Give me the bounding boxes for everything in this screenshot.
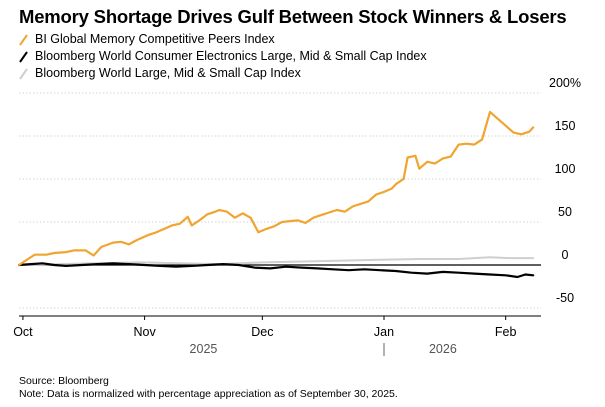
consumer-electronics-line [17,262,535,279]
data-note: Note: Data is normalized with percentage… [19,388,398,400]
chart-title: Memory Shortage Drives Gulf Between Stoc… [19,6,567,27]
legend-item-world-index: Bloomberg World Large, Mid & Small Cap I… [19,65,427,82]
y-tick-label: 100 [555,162,576,176]
y-tick-label: 150 [555,119,576,133]
legend-swatch-memory-peers [19,33,29,47]
y-tick-label: 50 [558,205,572,219]
x-tick-label: Oct [13,325,33,339]
legend-item-memory-peers: BI Global Memory Competitive Peers Index [19,31,427,48]
y-tick-label: 200% [549,76,581,90]
legend-item-consumer-electronics: Bloomberg World Consumer Electronics Lar… [19,48,427,65]
legend-label-consumer-electronics: Bloomberg World Consumer Electronics Lar… [35,49,427,63]
y-tick-label: 0 [562,248,569,262]
source-note: Source: Bloomberg [19,375,109,387]
x-tick-label: Jan [374,325,394,339]
y-tick-label: -50 [556,291,574,305]
chart-footer: Source: Bloomberg Note: Data is normaliz… [19,375,398,401]
legend-label-memory-peers: BI Global Memory Competitive Peers Index [35,32,275,46]
x-tick-label: Nov [133,325,156,339]
legend-label-world-index: Bloomberg World Large, Mid & Small Cap I… [35,66,301,80]
year-label: 2026 [429,342,457,356]
x-tick-label: Dec [251,325,273,339]
x-tick-label: Feb [495,325,517,339]
legend-swatch-world-index [19,67,29,81]
year-label: 2025 [190,342,218,356]
chart-legend: BI Global Memory Competitive Peers Index… [19,31,427,82]
memory-peers-line [17,110,535,267]
legend-swatch-consumer-electronics [19,50,29,64]
